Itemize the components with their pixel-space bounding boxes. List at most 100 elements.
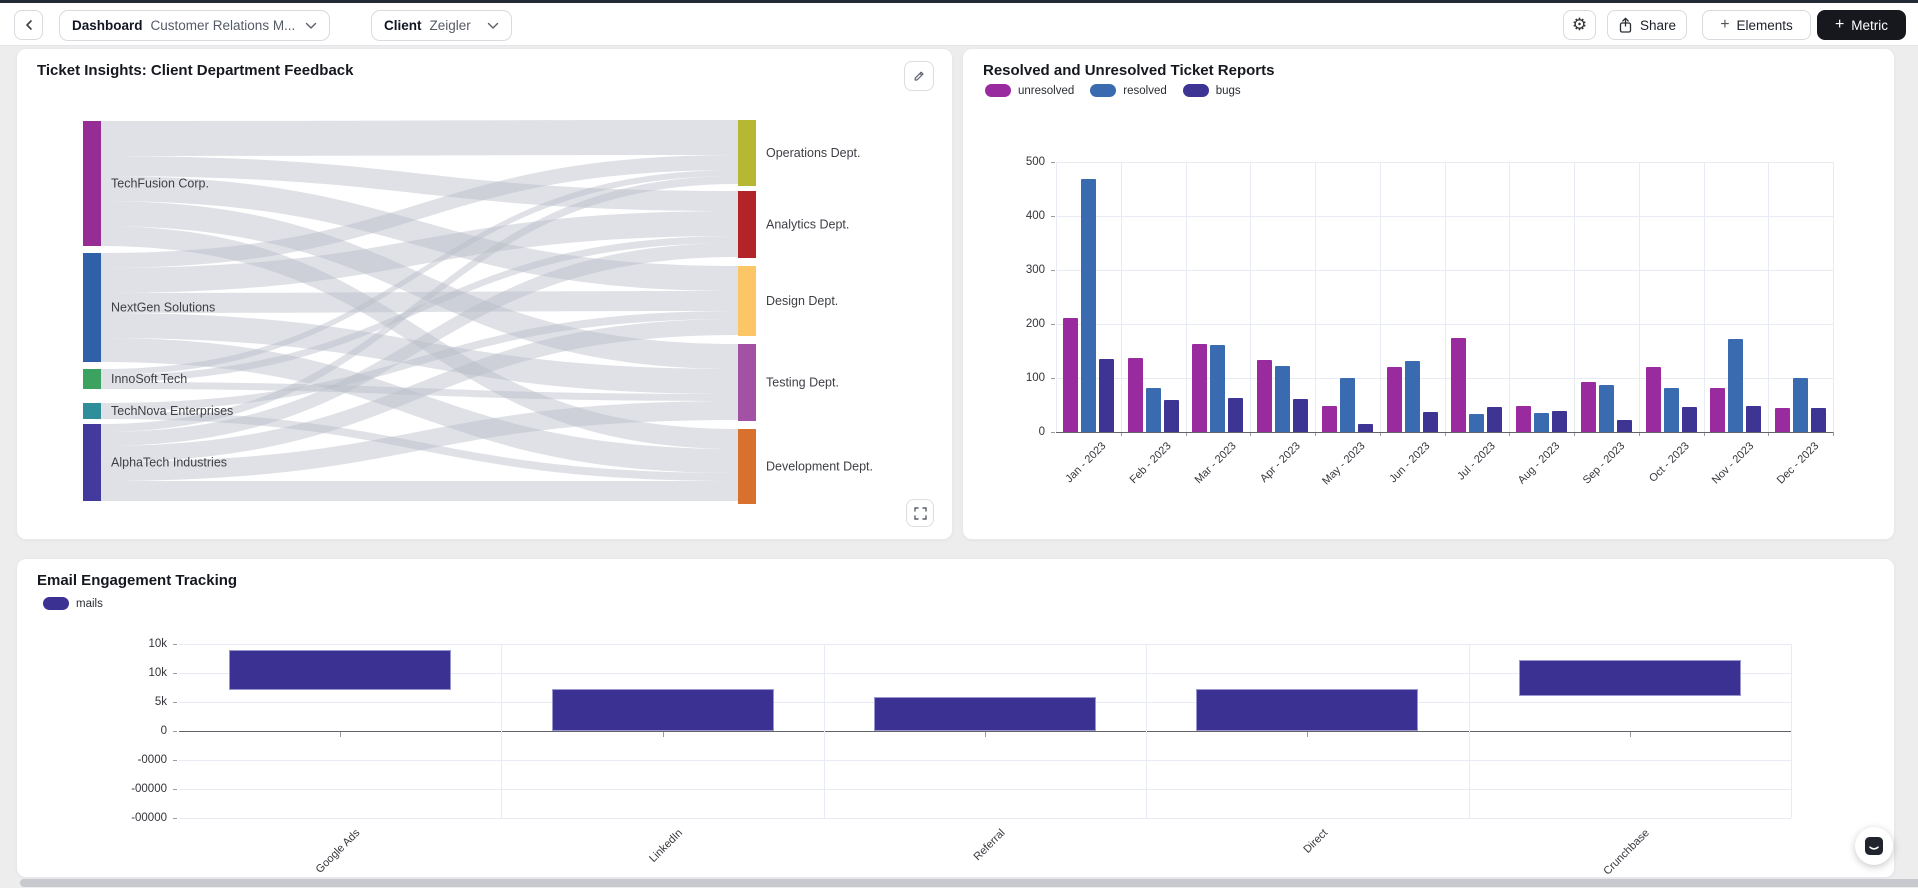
expand-chart-button[interactable] [906, 499, 934, 527]
sankey-node [83, 253, 101, 362]
x-axis-tick [1307, 732, 1309, 737]
add-elements-button[interactable]: + Elements [1702, 10, 1811, 40]
y-axis-tick [1051, 162, 1055, 163]
legend-item-resolved[interactable]: resolved [1090, 84, 1167, 97]
bar-bugs [1098, 359, 1114, 432]
chat-widget-button[interactable] [1855, 827, 1893, 865]
bar-bugs [1357, 423, 1373, 432]
add-metric-button[interactable]: + Metric [1817, 10, 1906, 40]
bar-resolved [1210, 345, 1226, 432]
sankey-link [101, 311, 738, 411]
bar-unresolved [1192, 343, 1208, 432]
sankey-node-label: NextGen Solutions [111, 301, 215, 315]
bar-mails [1518, 660, 1741, 697]
gridline-x [1833, 162, 1834, 432]
tickets-bar-chart: 0 100 200 300 400 500 Jan - 2023 Feb - 2023 Mar … [963, 49, 1894, 539]
sankey-node-label: TechFusion Corp. [111, 177, 209, 191]
gridline-x [1120, 162, 1122, 432]
sankey-link [101, 176, 738, 432]
x-axis-tick [1768, 432, 1770, 436]
bar-unresolved [1321, 406, 1337, 432]
dashboard-selector-label: Dashboard [72, 18, 143, 33]
client-selector[interactable]: Client Zeigler [371, 10, 512, 41]
y-axis-tick-label: 10k [148, 667, 167, 679]
gridline-x [1703, 162, 1705, 432]
sankey-chart: TechFusion Corp. NextGen Solutions InnoSof… [83, 120, 873, 504]
gridline-y [179, 673, 1791, 674]
legend-item-mails[interactable]: mails [43, 597, 103, 610]
bar-mails [874, 696, 1096, 731]
y-axis-tick-label: 0 [1038, 426, 1045, 438]
sankey-node-label: Operations Dept. [766, 146, 861, 160]
sankey-node [738, 344, 756, 421]
sankey-link [101, 156, 738, 211]
bar-bugs [1811, 408, 1827, 432]
x-axis-category-label: Aug - 2023 [1515, 440, 1563, 487]
sankey-link [101, 382, 738, 401]
y-axis-tick-label: 400 [1025, 210, 1045, 222]
bar-resolved [1275, 366, 1291, 432]
y-axis-tick [1051, 432, 1055, 433]
bar-resolved [1145, 387, 1161, 432]
sankey-panel: Ticket Insights: Client Department Feedb… [16, 48, 953, 540]
settings-button[interactable]: ⚙ [1563, 10, 1596, 40]
bar-unresolved [1127, 358, 1143, 432]
sankey-node [738, 191, 756, 258]
share-button[interactable]: Share [1607, 10, 1687, 40]
bar-resolved [1793, 378, 1809, 432]
legend-item-bugs[interactable]: bugs [1182, 84, 1241, 97]
gridline-x [1250, 162, 1252, 432]
bar-unresolved [1386, 367, 1402, 432]
x-axis-category-label: Referral [971, 827, 1008, 864]
bar-unresolved [1516, 406, 1532, 432]
y-axis-tick-label: 10k [148, 638, 167, 650]
x-axis-tick [1703, 432, 1705, 436]
bar-bugs [1552, 410, 1568, 432]
sankey-node [83, 369, 101, 389]
legend-item-unresolved[interactable]: unresolved [985, 84, 1074, 97]
dashboard-selector[interactable]: Dashboard Customer Relations M... [59, 10, 330, 41]
y-axis-tick [1051, 270, 1055, 271]
email-panel-title: Email Engagement Tracking [37, 572, 238, 589]
sankey-node [738, 266, 756, 336]
back-button[interactable] [14, 10, 43, 40]
horizontal-scrollbar[interactable] [20, 879, 1918, 887]
y-axis-tick-label: 0 [160, 725, 167, 737]
gridline-x [823, 644, 825, 818]
share-button-label: Share [1639, 17, 1677, 33]
x-axis-tick [1379, 432, 1381, 436]
y-axis-tick-label: 300 [1025, 264, 1045, 276]
sankey-node-label: Testing Dept. [766, 376, 839, 390]
x-axis-category-label: Jul - 2023 [1454, 440, 1498, 483]
sankey-node-label: InnoSoft Tech [111, 372, 187, 386]
gridline-x [1315, 162, 1316, 432]
y-axis-tick [173, 818, 177, 819]
x-axis-tick [1315, 432, 1316, 436]
x-axis-category-label: Jun - 2023 [1387, 440, 1433, 486]
bar-resolved [1534, 413, 1550, 432]
email-chart-panel: Email Engagement Tracking mails 10k 10k 5k… [16, 558, 1895, 878]
edit-chart-button[interactable] [904, 61, 934, 91]
x-axis-category-label: Apr - 2023 [1258, 440, 1304, 485]
gridline-x [1379, 162, 1381, 432]
x-axis-category-label: Crunchbase [1601, 827, 1653, 878]
bar-resolved [1339, 378, 1355, 432]
x-axis-category-label: Feb - 2023 [1127, 440, 1174, 487]
bar-bugs [1163, 400, 1179, 432]
bar-unresolved [1062, 318, 1078, 432]
sankey-node-label: Development Dept. [766, 460, 873, 474]
gridline-y [179, 789, 1791, 790]
bar-bugs [1422, 412, 1438, 432]
x-axis-tick [1120, 432, 1122, 436]
bar-bugs [1487, 407, 1503, 432]
gridline-x [1574, 162, 1575, 432]
sankey-link [101, 291, 738, 313]
gridline-x [501, 644, 503, 818]
x-axis-category-label: Sep - 2023 [1580, 440, 1627, 487]
bar-unresolved [1580, 381, 1596, 432]
legend-swatch [1090, 84, 1117, 97]
sankey-node [83, 403, 101, 419]
y-axis-tick [1051, 378, 1055, 379]
bar-unresolved [1257, 360, 1273, 432]
bar-unresolved [1710, 388, 1726, 432]
